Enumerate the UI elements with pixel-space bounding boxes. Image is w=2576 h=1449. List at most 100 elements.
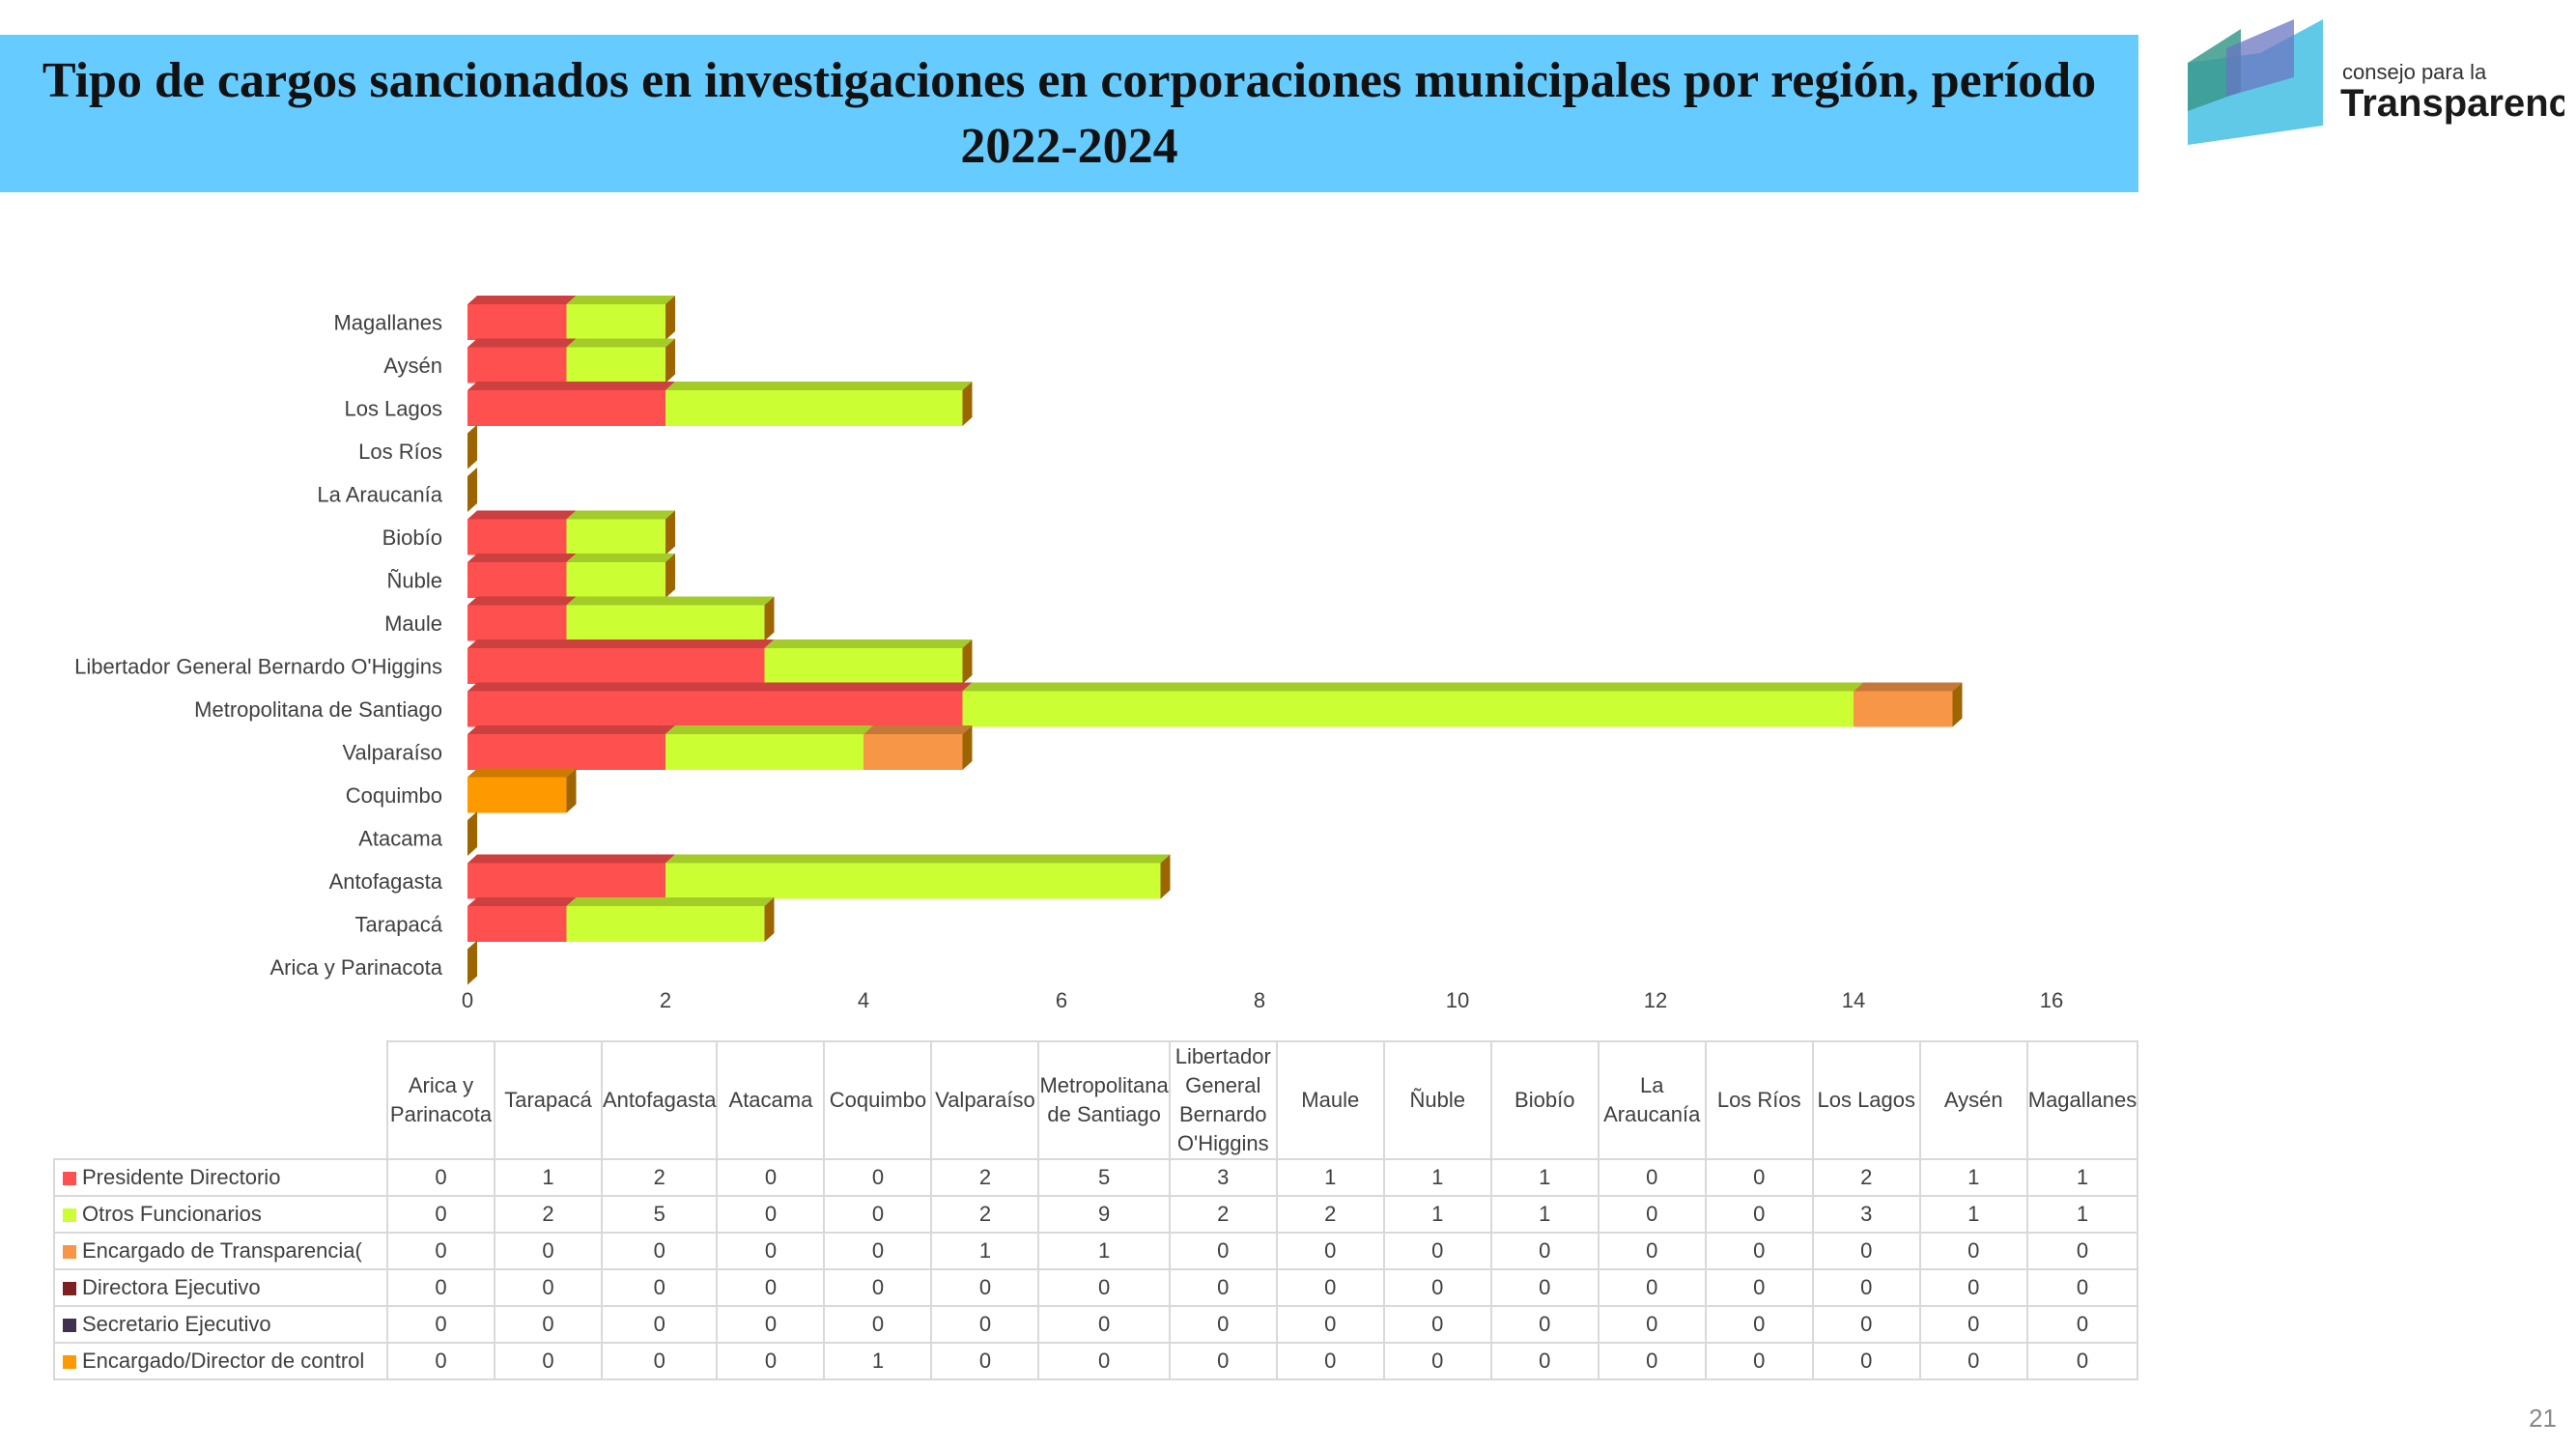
table-cell: 0 [1597, 1305, 1707, 1344]
table-cell: 0 [1704, 1195, 1814, 1234]
table-column-header: Metropolitana de Santiago [1037, 1040, 1171, 1160]
x-tick-label: 8 [1254, 988, 1265, 1012]
table-cell: 0 [1275, 1268, 1385, 1307]
table-cell: 0 [2025, 1342, 2139, 1380]
category-label: Tarapacá [354, 913, 442, 937]
table-cell: 3 [1168, 1158, 1278, 1197]
table-cell: 0 [386, 1342, 495, 1380]
bar-segment [467, 682, 973, 727]
category-label: Maule [384, 611, 442, 636]
table-cell: 0 [1918, 1268, 2028, 1307]
bar-segment [566, 554, 675, 598]
table-cell: 0 [1275, 1305, 1385, 1344]
bar-end-cap [962, 639, 973, 684]
table-cell: 0 [386, 1268, 495, 1307]
table-cell: 1 [2025, 1195, 2139, 1234]
x-tick-label: 4 [858, 988, 869, 1012]
bar-segment [566, 510, 675, 555]
legend-swatch [63, 1245, 76, 1260]
table-cell: 0 [494, 1342, 603, 1380]
legend-swatch [63, 1355, 76, 1370]
table-column-header: Biobío [1489, 1040, 1599, 1160]
logo-line2: Transparencia [2340, 82, 2564, 125]
logo-line1: consejo para la [2342, 60, 2487, 84]
x-tick-label: 14 [1842, 988, 1865, 1012]
table-cell: 0 [823, 1268, 933, 1307]
category-label: Atacama [358, 827, 443, 851]
table-cell: 1 [2025, 1158, 2139, 1197]
bar-segment [665, 725, 873, 770]
table-cell: 0 [1811, 1232, 1921, 1270]
table-cell: 2 [1275, 1195, 1385, 1234]
series-legend-label: Presidente Directorio [53, 1158, 388, 1197]
legend-swatch [63, 1172, 76, 1186]
bar-end-cap [665, 338, 675, 384]
bar-segment [566, 296, 675, 340]
x-tick-label: 10 [1446, 988, 1469, 1012]
table-cell: 0 [1382, 1305, 1492, 1344]
stacked-bar-chart: Magallanes Aysén Los Lagos Los Ríos La Arauc… [74, 296, 2063, 1012]
table-cell: 0 [494, 1232, 603, 1270]
x-tick-label: 2 [660, 988, 671, 1012]
table-cell: 2 [1811, 1158, 1921, 1197]
table-row: Encargado de Transparencia(0 0 0 0 0 1 1 0 0 0 0 0 0… [53, 1232, 2139, 1270]
table-cell: 0 [1168, 1342, 1278, 1380]
table-cell: 2 [930, 1195, 1040, 1234]
table-cell: 0 [1811, 1305, 1921, 1344]
table-cell: 0 [386, 1232, 495, 1270]
bar-end-cap [467, 811, 477, 856]
table-cell: 0 [1275, 1342, 1385, 1380]
bar-segment [764, 639, 973, 684]
table-cell: 0 [823, 1232, 933, 1270]
table-cell: 1 [1489, 1158, 1599, 1197]
bar-segment [665, 382, 973, 426]
legend-swatch [63, 1282, 76, 1296]
bar-segment [467, 768, 577, 813]
table-column-header: Coquimbo [823, 1040, 933, 1160]
bar-end-cap [764, 596, 775, 641]
table-cell: 1 [1275, 1158, 1385, 1197]
table-cell: 1 [1918, 1195, 2028, 1234]
table-cell: 0 [1704, 1232, 1814, 1270]
table-row: Secretario Ejecutivo 0 0 0 0 0 0 0 0 0 0 0 0 0 0 0 0 [53, 1305, 2139, 1344]
table-cell: 0 [1918, 1342, 2028, 1380]
table-cell: 0 [716, 1232, 826, 1270]
table-cell: 0 [494, 1268, 603, 1307]
table-cell: 0 [1704, 1305, 1814, 1344]
series-legend-label: Encargado de Transparencia( [53, 1232, 388, 1270]
table-cell: 0 [1704, 1268, 1814, 1307]
table-cell: 1 [1489, 1195, 1599, 1234]
table-cell: 1 [1037, 1232, 1171, 1270]
table-cell: 0 [600, 1305, 719, 1344]
table-cell: 0 [1597, 1232, 1707, 1270]
bar-segment [566, 338, 675, 384]
table-cell: 0 [600, 1342, 719, 1380]
table-cell: 1 [930, 1232, 1040, 1270]
table-cell: 0 [930, 1268, 1040, 1307]
table-column-header: Valparaíso [930, 1040, 1040, 1160]
table-cell: 2 [600, 1158, 719, 1197]
table-cell: 0 [1275, 1232, 1385, 1270]
data-table: Arica y Parinacota Tarapacá Antofagasta Ata… [53, 1040, 2139, 1380]
table-column-header: La Araucanía [1597, 1040, 1707, 1160]
table-cell: 0 [930, 1305, 1040, 1344]
table-cell: 0 [1597, 1195, 1707, 1234]
bar-segment [467, 854, 675, 899]
table-cell: 0 [1382, 1232, 1492, 1270]
table-cell: 0 [716, 1305, 826, 1344]
category-label: La Araucanía [317, 483, 442, 507]
category-labels: Magallanes Aysén Los Lagos Los Ríos La Arauc… [74, 311, 443, 980]
bar-end-cap [467, 424, 477, 469]
table-cell: 9 [1037, 1195, 1171, 1234]
table-cell: 0 [386, 1158, 495, 1197]
page-title: Tipo de cargos sancionados en investigac… [42, 53, 2097, 174]
table-cell: 0 [1037, 1268, 1171, 1307]
table-body: Presidente Directorio 0 1 2 0 0 2 5 3 1 1 1 0 0 2 1 1 Otr… [53, 1158, 2139, 1380]
table-corner [54, 1041, 388, 1160]
bar-end-cap [665, 554, 675, 598]
bar-end-cap [467, 940, 477, 985]
table-cell: 3 [1811, 1195, 1921, 1234]
table-cell: 0 [1168, 1305, 1278, 1344]
table-cell: 0 [1489, 1305, 1599, 1344]
table-cell: 0 [600, 1232, 719, 1270]
